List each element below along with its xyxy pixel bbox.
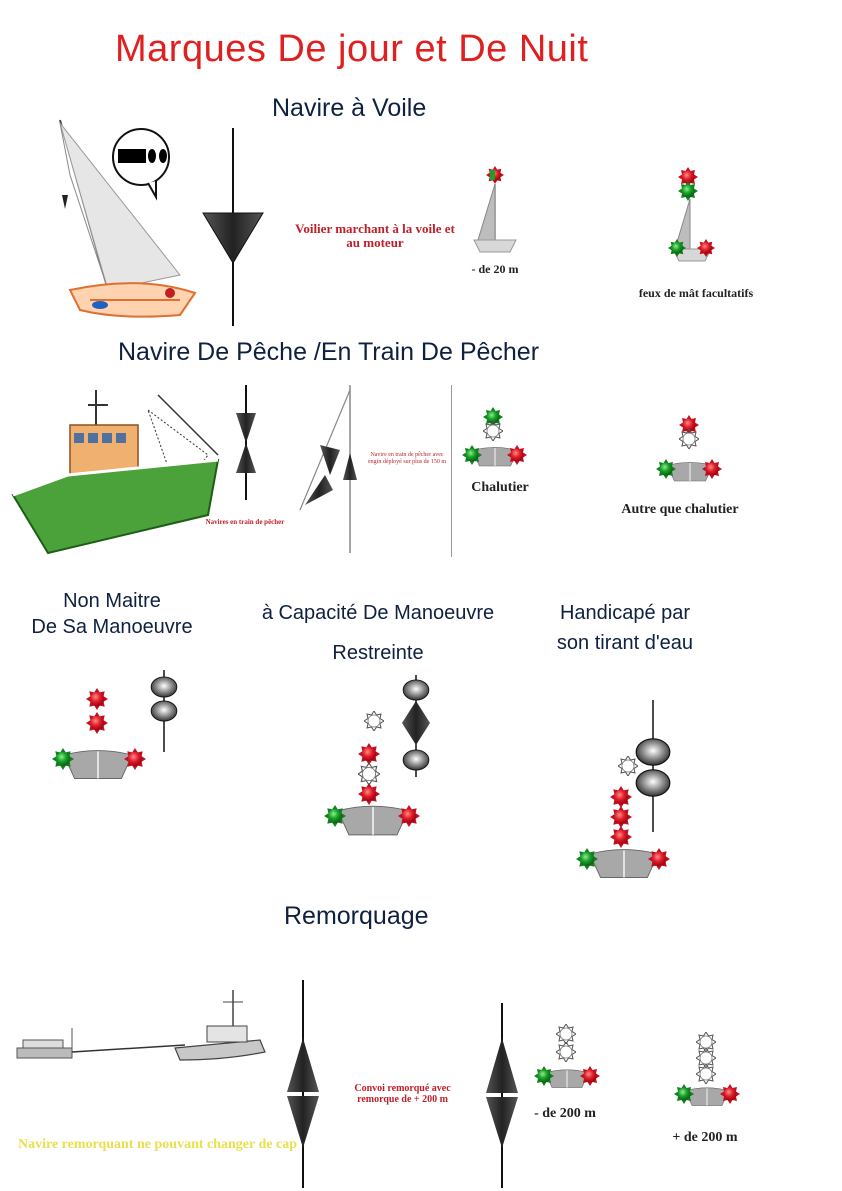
cbd-lights-and-cylinder	[576, 700, 671, 879]
diamond-daymark-tow	[287, 980, 319, 1188]
caption-gear-deployed: Navire en train de pêcher avec engin dép…	[368, 452, 446, 465]
caption-optional-masthead: feux de mât facultatifs	[638, 286, 754, 300]
other-fishing-lights	[656, 415, 722, 482]
speech-bubble-icon	[112, 128, 170, 201]
section-heading-peche: Navire De Pêche /En Train De Pêcher	[118, 338, 540, 366]
page-title: Marques De jour et De Nuit	[115, 28, 589, 70]
heading-line: Restreinte	[332, 642, 424, 664]
caption-fishing: Navires en train de pêcher	[205, 518, 285, 526]
section-heading-remorquage: Remorquage	[284, 902, 429, 930]
tow-lights-over-200m	[674, 1032, 740, 1107]
section-heading-capacite: à Capacité De Manoeuvre Restreinte	[243, 600, 513, 666]
caption-under-200m: - de 200 m	[534, 1106, 596, 1121]
divider	[451, 385, 452, 557]
tug-and-tow-illustration	[16, 990, 266, 1061]
heading-line: Handicapé par	[559, 602, 691, 624]
section-heading-handicape: Handicapé par son tirant d'eau	[530, 600, 720, 656]
caption-trawler: Chalutier	[471, 480, 529, 495]
section-heading-voile: Navire à Voile	[272, 94, 427, 122]
cone-down-icon	[62, 195, 68, 209]
caption-under-20m: - de 20 m	[471, 262, 519, 276]
sailboat-illustration	[59, 119, 197, 318]
hourglass-daymark	[236, 385, 256, 500]
heading-line: Non Maitre	[63, 590, 161, 612]
caption-over-200m: + de 200 m	[672, 1130, 738, 1145]
caption-motor-sailing: Voilier marchant à la voile et au moteur	[295, 221, 455, 251]
caption-other-than-trawler: Autre que chalutier	[621, 502, 739, 517]
caption-restricted-tug: Navire remorquant ne pouvant changer de …	[18, 1137, 297, 1152]
gear-daymark	[299, 385, 357, 553]
nuc-lights-and-balls	[52, 670, 178, 780]
caption-tow-over-200m: Convoi remorqué avec remorque de + 200 m	[354, 1083, 451, 1105]
sail-lights-optional	[668, 167, 715, 262]
trawler-lights	[462, 407, 527, 467]
tow-lights-under-200m	[534, 1024, 600, 1089]
heading-line: son tirant d'eau	[556, 632, 694, 654]
fishing-vessel-illustration	[11, 390, 220, 555]
ram-lights-and-shapes	[324, 675, 430, 836]
heading-line: De Sa Manoeuvre	[31, 616, 193, 638]
heading-line: à Capacité De Manoeuvre	[261, 602, 495, 624]
cone-daymark-voile	[202, 128, 264, 326]
sail-lights-small	[473, 166, 517, 253]
section-heading-nonmaitre: Non Maitre De Sa Manoeuvre	[12, 588, 212, 640]
diamond-daymark-tug	[486, 1003, 518, 1188]
